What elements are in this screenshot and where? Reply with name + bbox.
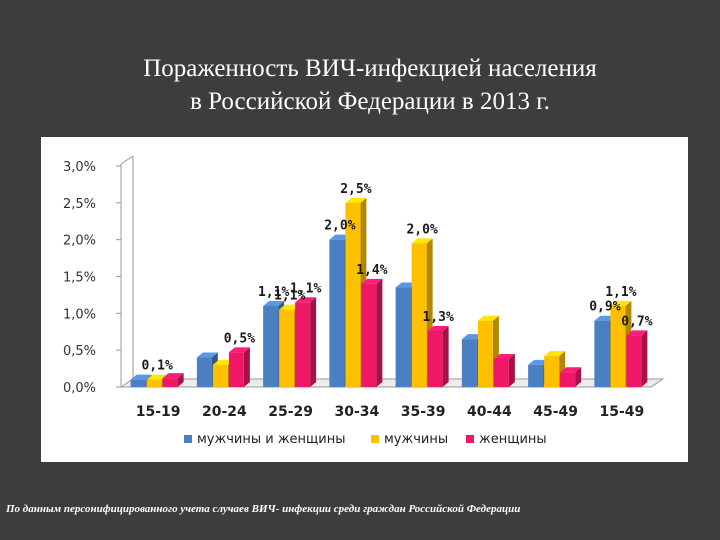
legend-swatch bbox=[184, 435, 192, 443]
bar-top bbox=[427, 326, 449, 332]
bar bbox=[594, 320, 610, 387]
y-tick-label: 3,0% bbox=[63, 160, 96, 175]
bar-top bbox=[228, 347, 250, 353]
x-tick-label: 15-19 bbox=[136, 404, 181, 420]
bar-top bbox=[361, 278, 383, 284]
data-label: 0,1% bbox=[141, 359, 172, 374]
bar bbox=[329, 239, 345, 387]
bar bbox=[162, 378, 178, 387]
legend-label: мужчины и женщины bbox=[197, 432, 345, 447]
legend-swatch bbox=[466, 435, 474, 443]
bar-top bbox=[493, 354, 515, 360]
chart-panel: 0,0% 0,5% 1,0% 1,5% 2,0% 2,5% 3,0% 0,1% 0,5% 1,1%… bbox=[41, 137, 688, 462]
bar-side bbox=[641, 330, 648, 387]
x-tick-label: 25-29 bbox=[268, 404, 313, 420]
bar bbox=[427, 331, 443, 387]
data-label: 1,4% bbox=[356, 263, 387, 278]
y-axis-depth bbox=[120, 155, 134, 165]
bar bbox=[295, 302, 311, 387]
x-tick-label: 30-34 bbox=[334, 404, 379, 420]
x-tick-label: 35-39 bbox=[401, 404, 446, 420]
bar bbox=[345, 202, 361, 387]
data-label: 1,3% bbox=[422, 310, 453, 325]
bar bbox=[228, 352, 244, 387]
bar-top bbox=[279, 304, 301, 310]
bar bbox=[279, 309, 295, 387]
x-tick-label: 45-49 bbox=[533, 404, 578, 420]
bar-side bbox=[376, 278, 383, 387]
bar-chart: 0,0% 0,5% 1,0% 1,5% 2,0% 2,5% 3,0% 0,1% 0,5% 1,1%… bbox=[63, 155, 665, 447]
bar bbox=[528, 364, 544, 387]
data-label: 1,1% bbox=[258, 285, 289, 300]
x-tick-label: 20-24 bbox=[202, 404, 247, 420]
bar-top bbox=[626, 330, 648, 336]
y-tick-label: 0,5% bbox=[63, 344, 96, 359]
bar-top bbox=[544, 351, 566, 357]
data-label: 2,0% bbox=[324, 219, 355, 234]
data-label: 2,0% bbox=[406, 222, 437, 237]
bar-top bbox=[146, 374, 168, 380]
data-label: 0,9% bbox=[589, 300, 620, 315]
bar bbox=[461, 339, 477, 387]
data-label: 1,1% bbox=[274, 289, 305, 304]
bar bbox=[212, 364, 228, 387]
data-label: 0,7% bbox=[621, 314, 652, 329]
bar bbox=[626, 335, 642, 387]
bar-top bbox=[345, 197, 367, 203]
bar bbox=[196, 357, 212, 387]
bar bbox=[493, 359, 509, 387]
footnote: По данным персонифицированного учета слу… bbox=[6, 503, 521, 515]
bar bbox=[560, 372, 576, 387]
bar-top bbox=[461, 334, 483, 340]
bar bbox=[411, 243, 427, 387]
bar-side bbox=[243, 347, 250, 387]
x-tick-label: 15-49 bbox=[599, 404, 644, 420]
bar-side bbox=[508, 354, 515, 387]
bar bbox=[610, 305, 626, 387]
bar-top bbox=[594, 315, 616, 321]
bar-top bbox=[212, 359, 234, 365]
bar-top bbox=[263, 300, 285, 306]
legend-label: мужчины bbox=[384, 432, 448, 447]
bar-top bbox=[130, 374, 152, 380]
y-tick-label: 2,5% bbox=[63, 197, 96, 212]
bar-side bbox=[442, 326, 449, 387]
bar-top bbox=[329, 234, 351, 240]
bar bbox=[477, 320, 493, 387]
bar-side bbox=[575, 367, 582, 387]
bar-top bbox=[295, 297, 317, 303]
bar-top bbox=[560, 367, 582, 373]
bar-top bbox=[610, 300, 632, 306]
bar-top bbox=[477, 315, 499, 321]
data-label: 0,5% bbox=[224, 331, 255, 346]
y-tick-label: 0,0% bbox=[63, 381, 96, 396]
slide-title: Пораженность ВИЧ-инфекцией населения в Р… bbox=[0, 52, 720, 118]
title-line-1: Пораженность ВИЧ-инфекцией населения bbox=[143, 55, 597, 82]
legend-swatch bbox=[371, 435, 379, 443]
legend-label: женщины bbox=[479, 432, 547, 447]
bar bbox=[146, 379, 162, 387]
bar bbox=[395, 287, 411, 387]
bar bbox=[544, 356, 560, 387]
bar-top bbox=[196, 352, 218, 358]
x-tick-label: 40-44 bbox=[467, 404, 512, 420]
y-tick-label: 1,0% bbox=[63, 307, 96, 322]
bar-side bbox=[310, 297, 317, 387]
data-label: 2,5% bbox=[340, 182, 371, 197]
bar-top bbox=[411, 238, 433, 244]
bar-top bbox=[528, 359, 550, 365]
y-tick-label: 2,0% bbox=[63, 234, 96, 249]
bar bbox=[361, 283, 377, 387]
data-label: 1,1% bbox=[605, 285, 636, 300]
bar-side bbox=[177, 373, 184, 387]
data-label: 1,1% bbox=[290, 281, 321, 296]
bar-top bbox=[395, 282, 417, 288]
title-line-2: в Российской Федерации в 2013 г. bbox=[190, 88, 550, 115]
bar-top bbox=[162, 373, 184, 379]
y-tick-label: 1,5% bbox=[63, 271, 96, 286]
bar bbox=[130, 379, 146, 387]
bar bbox=[263, 305, 279, 387]
